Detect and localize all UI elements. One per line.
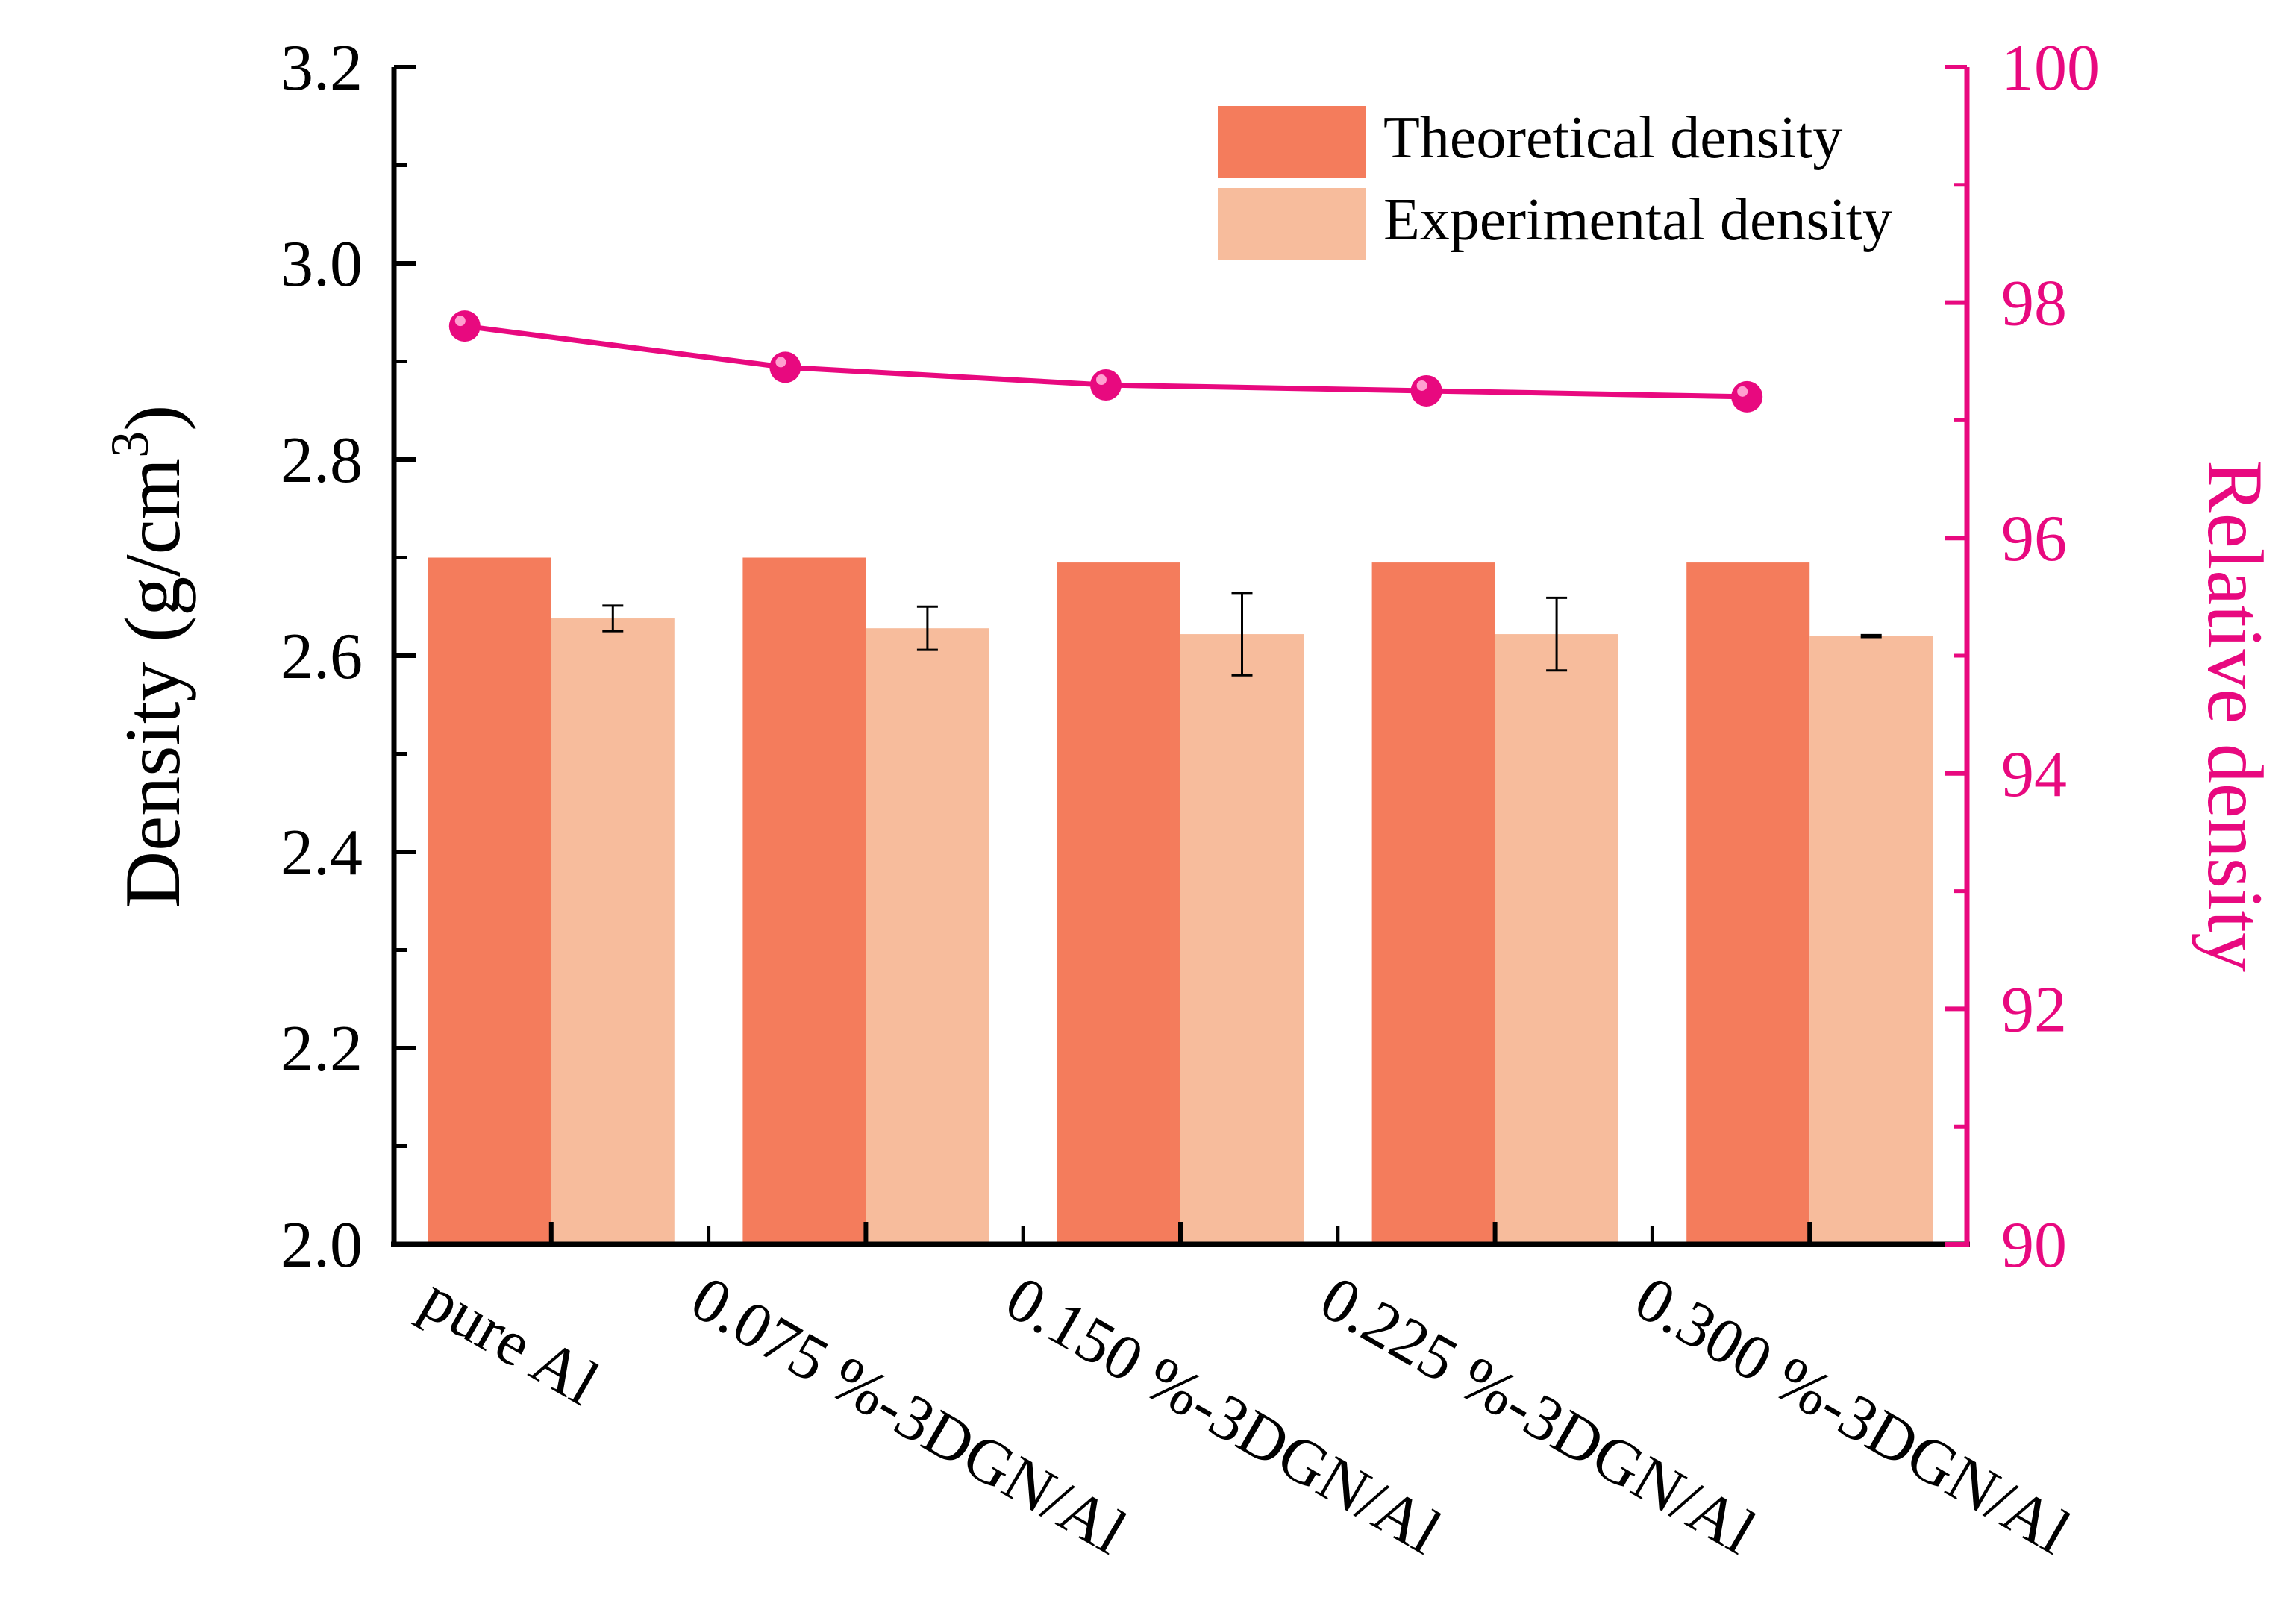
legend-swatch-theoretical bbox=[1218, 106, 1366, 178]
relative-density-point-4 bbox=[1731, 380, 1763, 413]
legend-swatch-experimental bbox=[1218, 188, 1366, 260]
y2-tick-label-4: 98 bbox=[2001, 268, 2067, 340]
y-axis-title-sup: 3 bbox=[100, 431, 160, 458]
bar-theoretical-2 bbox=[1057, 562, 1180, 1244]
relative-density-point-highlight-3 bbox=[1416, 380, 1427, 391]
error-bars-layer bbox=[602, 592, 1882, 677]
bar-experimental-2 bbox=[1180, 634, 1304, 1244]
bar-theoretical-4 bbox=[1686, 562, 1810, 1244]
y2-tick-label-1: 92 bbox=[2001, 973, 2067, 1046]
y-tick-label-5: 3.0 bbox=[281, 228, 363, 301]
y-tick-label-0: 2.0 bbox=[281, 1209, 363, 1282]
bar-experimental-4 bbox=[1809, 636, 1933, 1244]
y-tick-label-4: 2.8 bbox=[281, 424, 363, 497]
legend-label-theoretical: Theoretical density bbox=[1383, 105, 1842, 171]
bar-experimental-1 bbox=[866, 628, 989, 1244]
y-axis-title: Density (g/cm3) bbox=[100, 405, 196, 909]
y-tick-label-1: 2.2 bbox=[281, 1013, 363, 1085]
bar-theoretical-0 bbox=[428, 557, 551, 1244]
left-axis-ticks: 2.0 2.2 2.4 2.6 2.8 3.0 3.2 bbox=[281, 32, 416, 1282]
relative-density-point-3 bbox=[1410, 374, 1442, 407]
y-tick-label-2: 2.4 bbox=[281, 817, 363, 889]
bar-theoretical-1 bbox=[742, 557, 866, 1244]
y2-axis-title: Relative density bbox=[2192, 460, 2279, 972]
bars-layer bbox=[428, 557, 1933, 1244]
bar-theoretical-3 bbox=[1371, 562, 1495, 1244]
relative-density-layer bbox=[448, 310, 1763, 413]
relative-density-point-highlight-1 bbox=[775, 357, 786, 368]
x-tick-label-0: pure Al bbox=[410, 1261, 610, 1419]
relative-density-point-1 bbox=[769, 351, 801, 383]
relative-density-point-highlight-0 bbox=[454, 316, 466, 327]
relative-density-point-2 bbox=[1090, 369, 1122, 401]
y-tick-label-6: 3.2 bbox=[281, 32, 363, 104]
y2-tick-label-0: 90 bbox=[2001, 1209, 2067, 1282]
y2-tick-label-3: 96 bbox=[2001, 503, 2067, 575]
y2-tick-label-5: 100 bbox=[2001, 32, 2100, 104]
bar-experimental-0 bbox=[551, 618, 675, 1244]
legend-label-experimental: Experimental density bbox=[1383, 187, 1892, 253]
x-axis-ticks: pure Al 0.075 %-3DGN/Al0.150 %-3DGN/Al0.2… bbox=[410, 1222, 2083, 1568]
right-axis-ticks: 90 92 94 96 98 100 bbox=[1945, 32, 2100, 1282]
legend: Theoretical density Experimental density bbox=[1218, 105, 1892, 260]
y-axis-title-end: ) bbox=[109, 405, 196, 431]
y-axis-title-main: Density (g/cm bbox=[109, 458, 196, 909]
relative-density-point-highlight-2 bbox=[1096, 374, 1107, 386]
relative-density-point-0 bbox=[448, 310, 481, 342]
y-tick-label-3: 2.6 bbox=[281, 621, 363, 693]
bar-experimental-3 bbox=[1495, 634, 1618, 1244]
relative-density-point-highlight-4 bbox=[1737, 386, 1748, 397]
y2-tick-label-2: 94 bbox=[2001, 739, 2067, 811]
